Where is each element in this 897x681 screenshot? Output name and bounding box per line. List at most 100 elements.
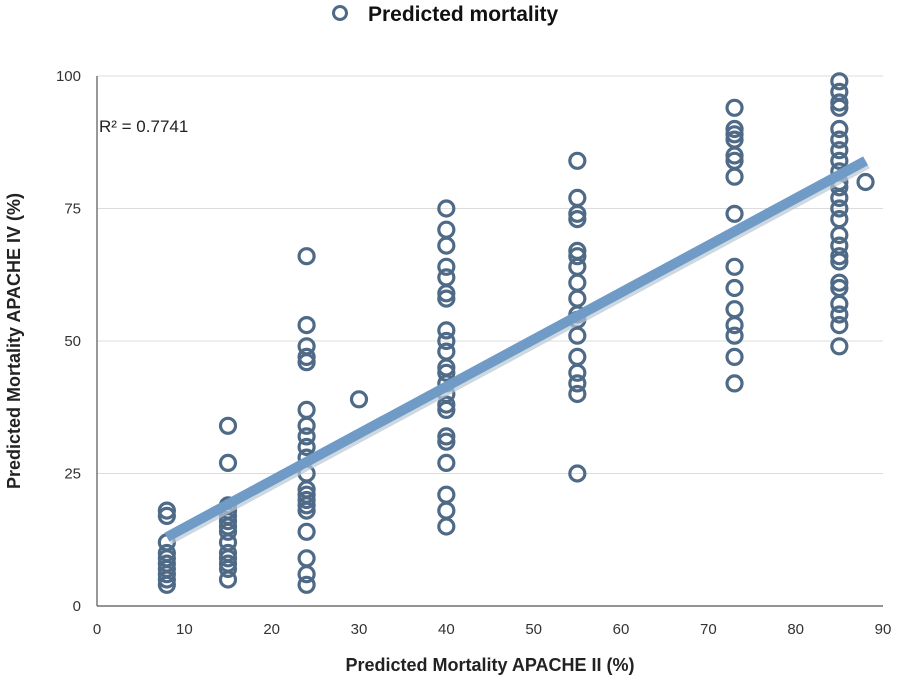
data-point (437, 284, 456, 303)
data-point (297, 485, 316, 504)
data-point (297, 316, 316, 335)
data-point (830, 294, 849, 313)
x-tick-label: 60 (613, 621, 630, 638)
data-point (830, 72, 849, 91)
data-point (725, 347, 744, 366)
data-points (157, 72, 875, 594)
data-point (725, 278, 744, 298)
data-point (725, 326, 744, 345)
data-point (297, 427, 316, 446)
y-tick-label: 25 (64, 466, 81, 483)
data-point (568, 384, 587, 404)
x-axis-title: Predicted Mortality APACHE II (%) (345, 655, 634, 675)
data-point (297, 522, 316, 541)
data-point (830, 337, 849, 356)
data-point (725, 204, 744, 223)
data-point (830, 316, 849, 335)
data-point (218, 543, 238, 563)
x-tick-labels: 0 10 20 30 40 50 60 70 80 90 (93, 621, 892, 638)
y-tick-labels: 0 25 50 75 100 (56, 68, 81, 615)
data-point (297, 337, 316, 356)
data-point (349, 390, 369, 409)
data-point (157, 543, 176, 563)
data-point (568, 347, 587, 366)
data-point (437, 501, 456, 520)
data-point (297, 549, 316, 568)
data-point (568, 151, 587, 170)
trendline-group (164, 156, 870, 545)
y-tick-label: 100 (56, 68, 81, 85)
data-point (830, 151, 849, 170)
data-point (218, 416, 238, 435)
data-point (297, 575, 316, 594)
data-point (297, 400, 316, 419)
data-point (725, 316, 744, 335)
data-point (437, 321, 456, 340)
data-point (830, 305, 849, 324)
data-point (297, 565, 316, 584)
data-point (297, 490, 316, 510)
x-tick-label: 70 (700, 621, 717, 638)
data-point (157, 554, 176, 573)
data-point (568, 464, 587, 483)
data-point (725, 151, 744, 170)
data-point (568, 204, 587, 223)
data-point (725, 167, 744, 186)
data-point (568, 247, 587, 266)
y-axis-title: Predicted Mortality APACHE IV (%) (4, 193, 24, 489)
data-point (437, 331, 456, 351)
data-point (830, 82, 849, 102)
data-point (830, 236, 849, 255)
data-point (437, 257, 456, 276)
r-squared-annotation: R² = 0.7741 (99, 117, 188, 136)
data-point (830, 199, 849, 218)
data-point (437, 199, 456, 218)
data-point (568, 273, 587, 292)
data-point (568, 241, 587, 260)
x-tick-label: 30 (351, 621, 368, 638)
grid-lines (97, 75, 883, 474)
data-point (437, 485, 456, 504)
legend: Predicted mortality (332, 3, 559, 26)
x-tick-label: 0 (93, 621, 101, 638)
data-point (830, 141, 849, 160)
data-point (297, 347, 316, 366)
data-point (157, 501, 176, 520)
data-point (437, 220, 456, 239)
data-point (297, 247, 316, 266)
data-point (725, 130, 744, 149)
data-point (297, 480, 316, 499)
x-tick-label: 90 (875, 621, 892, 638)
data-point (725, 146, 744, 165)
data-point (297, 416, 316, 435)
data-point (437, 268, 456, 287)
data-point (725, 125, 744, 144)
data-point (437, 432, 456, 451)
data-point (437, 363, 456, 382)
x-tick-label: 80 (787, 621, 804, 638)
data-point (568, 188, 587, 207)
data-point (568, 374, 587, 393)
data-point (725, 257, 744, 276)
x-tick-label: 40 (438, 621, 455, 638)
data-point (830, 93, 849, 112)
data-point (830, 119, 849, 139)
data-point (157, 506, 176, 526)
data-point (437, 517, 456, 536)
data-point (568, 363, 587, 382)
data-point (218, 453, 238, 472)
y-tick-label: 0 (73, 598, 81, 615)
data-point (830, 247, 849, 266)
x-tick-label: 50 (525, 621, 542, 638)
data-point (437, 427, 456, 446)
data-point (568, 210, 587, 229)
trendline (164, 156, 868, 542)
x-tick-label: 20 (263, 621, 280, 638)
data-point (830, 278, 849, 298)
data-point (830, 210, 849, 229)
data-point (830, 225, 849, 245)
data-point (437, 358, 456, 377)
legend-marker (332, 5, 348, 21)
data-point (725, 119, 744, 139)
data-point (437, 395, 456, 414)
